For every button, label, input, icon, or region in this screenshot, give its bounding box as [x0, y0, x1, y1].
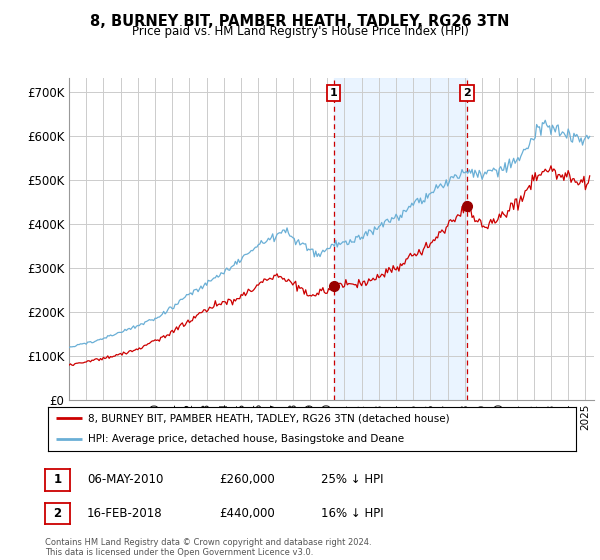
Text: 1: 1: [53, 473, 62, 487]
Text: 8, BURNEY BIT, PAMBER HEATH, TADLEY, RG26 3TN (detached house): 8, BURNEY BIT, PAMBER HEATH, TADLEY, RG2…: [88, 413, 449, 423]
Text: 1: 1: [329, 88, 337, 98]
Text: £440,000: £440,000: [219, 507, 275, 520]
Text: 25% ↓ HPI: 25% ↓ HPI: [321, 473, 383, 487]
Text: HPI: Average price, detached house, Basingstoke and Deane: HPI: Average price, detached house, Basi…: [88, 433, 404, 444]
Bar: [334, 78, 467, 400]
Text: 06-MAY-2010: 06-MAY-2010: [87, 473, 163, 487]
Text: 2: 2: [53, 507, 62, 520]
Text: Contains HM Land Registry data © Crown copyright and database right 2024.
This d: Contains HM Land Registry data © Crown c…: [45, 538, 371, 557]
Text: 2: 2: [463, 88, 471, 98]
Text: 8, BURNEY BIT, PAMBER HEATH, TADLEY, RG26 3TN: 8, BURNEY BIT, PAMBER HEATH, TADLEY, RG2…: [91, 14, 509, 29]
Text: 16-FEB-2018: 16-FEB-2018: [87, 507, 163, 520]
Text: 16% ↓ HPI: 16% ↓ HPI: [321, 507, 383, 520]
Text: Price paid vs. HM Land Registry's House Price Index (HPI): Price paid vs. HM Land Registry's House …: [131, 25, 469, 38]
Text: £260,000: £260,000: [219, 473, 275, 487]
